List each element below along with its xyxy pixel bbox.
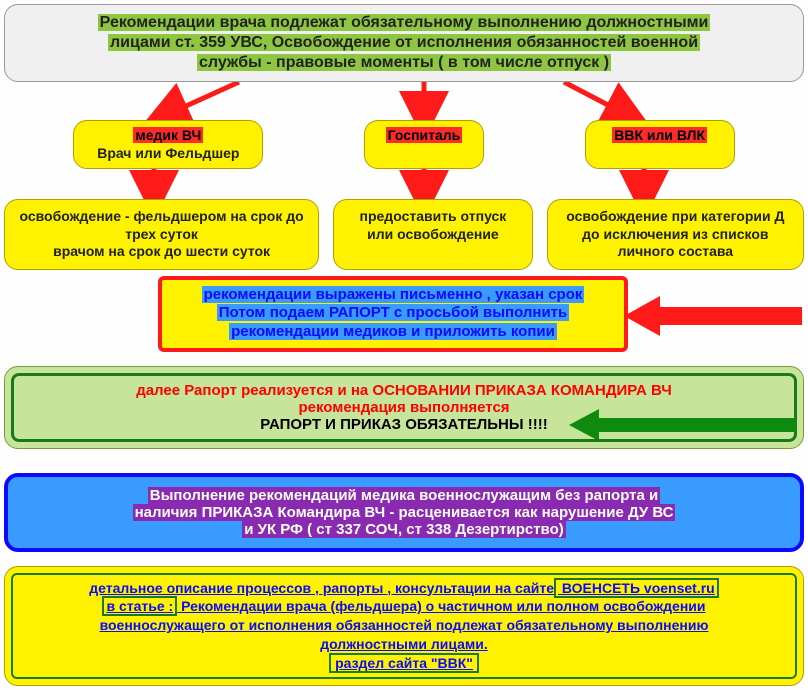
footer-inner: детальное описание процессов , рапорты ,… (11, 573, 797, 679)
arrows-branches-to-details (4, 169, 804, 199)
warn-line2: наличия ПРИКАЗА Командира ВЧ - расценива… (133, 504, 676, 521)
branch-detail-1: предоставить отпуск или освобождение (333, 199, 533, 270)
order-line3: РАПОРТ И ПРИКАЗ ОБЯЗАТЕЛЬНЫ !!!! (260, 416, 547, 433)
foot-line2b: Рекомендации врача (фельдшера) о частичн… (177, 598, 705, 614)
order-panel: далее Рапорт реализуется и на ОСНОВАНИИ … (4, 366, 804, 449)
footer-panel: детальное описание процессов , рапорты ,… (4, 566, 804, 686)
foot-line3: военнослужащего от исполнения обязанност… (100, 617, 709, 633)
foot-line4: должностными лицами. (320, 636, 488, 652)
warn-line1: Выполнение рекомендаций медика военнослу… (148, 487, 661, 504)
branch-title-2: ВВК или ВЛК (585, 120, 735, 169)
rec-line1: рекомендации выражены письменно , указан… (202, 286, 585, 303)
order-line1: далее Рапорт реализуется и на ОСНОВАНИИ … (136, 382, 672, 399)
branch-title-1: Госпиталь (364, 120, 484, 169)
header-box: Рекомендации врача подлежат обязательном… (4, 4, 804, 82)
arrows-header-to-branches (4, 82, 804, 120)
warning-panel: Выполнение рекомендаций медика военнослу… (4, 473, 804, 552)
foot-line5[interactable]: раздел сайта "ВВК" (329, 653, 479, 673)
order-line2: рекомендация выполняется (298, 399, 509, 416)
branch0-hl: медик ВЧ (133, 127, 203, 143)
rec-line2: Потом подаем РАПОРТ с просьбой выполнить (217, 304, 570, 321)
rec-line3: рекомендации медиков и приложить копии (229, 323, 557, 340)
foot-line2a: в статье : (102, 596, 177, 616)
header-line3: службы - правовые моменты ( в том числе … (197, 54, 611, 71)
branch-detail-2: освобождение при категории Д до исключен… (547, 199, 804, 270)
big-red-arrow (624, 294, 804, 338)
header-line2: лицами ст. 359 УВС, Освобождение от испо… (108, 34, 700, 51)
foot-line1a: детальное описание процессов , рапорты ,… (89, 580, 554, 596)
recommendation-box: рекомендации выражены письменно , указан… (158, 276, 628, 352)
header-line1: Рекомендации врача подлежат обязательном… (98, 14, 711, 31)
branch2-hl: ВВК или ВЛК (612, 127, 707, 143)
branch-title-0: медик ВЧ Врач или Фельдшер (73, 120, 263, 169)
branch1-hl: Госпиталь (386, 127, 463, 143)
branch0-line2: Врач или Фельдшер (97, 145, 239, 161)
big-green-arrow (569, 408, 799, 442)
foot-line1b[interactable]: ВОЕНСЕТЬ voenset.ru (554, 578, 719, 598)
branch-detail-0: освобождение - фельдшером на срок до тре… (4, 199, 319, 270)
warn-line3: и УК РФ ( ст 337 СОЧ, ст 338 Дезертирств… (242, 521, 565, 538)
